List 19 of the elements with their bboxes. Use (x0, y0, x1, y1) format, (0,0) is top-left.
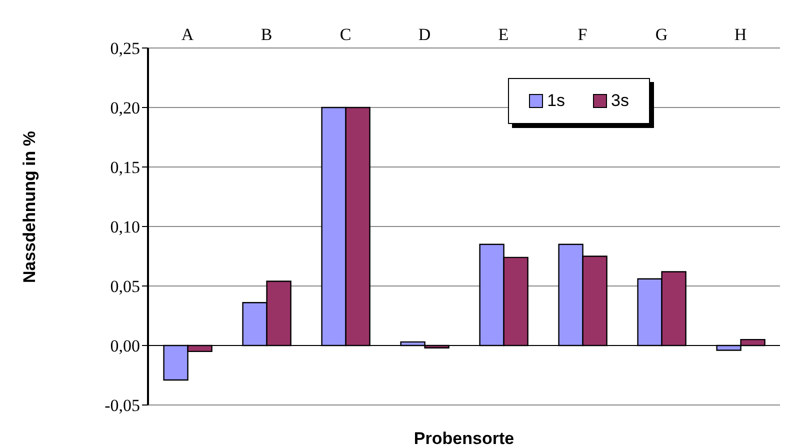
y-tick-label: 0,25 (110, 39, 140, 58)
x-tick-label: A (181, 25, 194, 44)
y-tick-label: 0,20 (110, 98, 140, 118)
legend-label: 1s (546, 91, 566, 111)
x-tick-label: B (260, 25, 272, 44)
x-tick-label: G (655, 25, 668, 44)
x-tick-label: F (578, 25, 588, 44)
legend-label: 3s (610, 91, 629, 111)
y-tick-label: 0,05 (110, 277, 140, 296)
y-axis-title: Nassdehnung in % (20, 130, 40, 283)
y-tick-label: -0,05 (104, 396, 140, 416)
x-tick-label: H (734, 25, 747, 44)
y-tick-label: 0,10 (110, 218, 140, 237)
x-tick-label: D (418, 25, 431, 44)
y-tick-label: 0,00 (110, 336, 140, 356)
x-tick-label: C (340, 25, 352, 44)
y-tick-label: 0,15 (110, 158, 140, 178)
x-axis-title: Probensorte (412, 429, 516, 447)
x-tick-label: E (498, 25, 509, 44)
